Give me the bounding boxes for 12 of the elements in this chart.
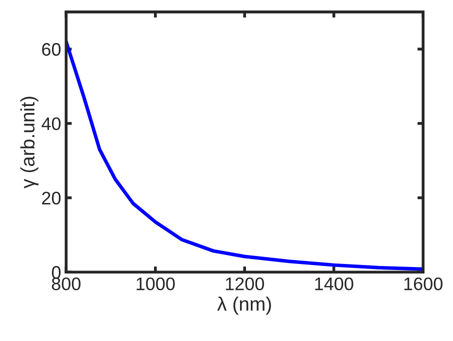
x-tick-label: 1400 [315,277,354,290]
y-tick-label: 60 [42,43,61,56]
x-axis-title: λ (nm) [217,296,271,315]
line-series [66,40,424,271]
y-axis-title: γ (arb.unit) [20,96,38,188]
y-tick-label: 0 [52,266,61,279]
y-tick-label: 20 [42,192,61,204]
x-tick-label: 1000 [136,277,175,290]
x-tick-label: 1200 [226,277,264,290]
x-tick-label: 1600 [404,277,442,290]
x-tick-label: 800 [52,277,80,290]
y-tick-label: 40 [42,117,61,130]
